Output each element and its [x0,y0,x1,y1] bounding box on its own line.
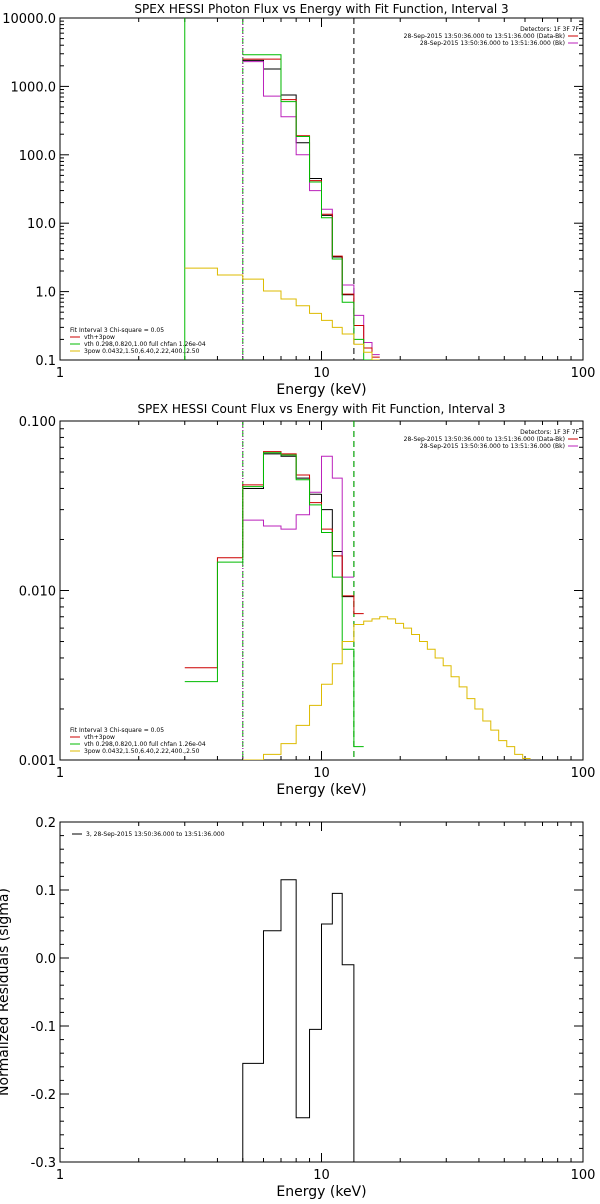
x-tick-label: 100 [571,366,596,381]
y-tick-label: 10.0 [27,217,56,232]
series-power-law [242,616,531,760]
series-line [184,452,364,748]
chart-title: SPEX HESSI Photon Flux vs Energy with Fi… [134,2,508,16]
legend-text: 28-Sep-2015 13:50:36.000 to 13:51:36.000… [420,443,565,450]
series-line [242,58,380,358]
y-tick-label: 0.1 [35,884,56,899]
y-axis: -0.3 -0.2 -0.1 0.0 0.1 0.2 Normalized Residual… [0,816,583,1171]
x-axis-label: Energy (keV) [276,782,366,798]
plot-area [184,421,531,760]
plot-area [242,879,355,1162]
series-thermal [242,54,373,360]
series-line [242,879,355,1162]
series-residuals [242,879,355,1162]
x-tick-label: 10 [313,1168,330,1183]
y-tick-label: 0.001 [19,754,56,769]
chart-title: SPEX HESSI Count Flux vs Energy with Fit… [137,402,505,416]
x-axis: 1 10 100 Energy (keV) [56,18,596,398]
series-line [242,59,354,296]
x-tick-label: 100 [571,1168,596,1183]
x-tick-label: 1 [56,366,64,381]
series-line [184,267,380,360]
y-axis: 0.1 1.0 10.0 100.0 1000.0 10000.0 [2,12,583,369]
series-data [242,59,354,296]
y-tick-label: 10000.0 [2,12,56,27]
y-tick-label: -0.2 [31,1088,56,1103]
legend-text: vth+3pow [84,734,115,741]
series-fit-total [242,58,380,358]
y-axis: 0.001 0.010 0.100 [19,415,583,769]
legend-text: 28-Sep-2015 13:50:36.000 to 13:51:36.000… [404,33,565,40]
legend-header: Detectors: 1F 3F 7F [520,429,579,436]
series-line [242,455,354,578]
y-tick-label: 1.0 [35,286,56,301]
series-power-law [184,267,380,360]
y-tick-label: 0.100 [19,415,56,430]
legend-text: 28-Sep-2015 13:50:36.000 to 13:51:36.000… [420,40,565,47]
fit-legend-header: Fit Interval 3 Chi-square = 0.05 [70,727,164,734]
legend-text: 3pow 0.0432,1.50,6.40,2.22,400.,2.50 [84,348,200,355]
x-tick-label: 100 [571,766,596,781]
legend-text: 3pow 0.0432,1.50,6.40,2.22,400.,2.50 [84,748,200,755]
y-tick-label: 0.1 [35,354,56,369]
x-tick-label: 1 [56,766,64,781]
legend-text: vth 0.298,0.820,1.00 full chfan 1.26e-04 [84,741,206,748]
top-legend: 3, 28-Sep-2015 13:50:36.000 to 13:51:36.… [72,831,225,838]
x-axis: 1 10 100 Energy (keV) [56,421,596,798]
series-thermal [184,452,364,748]
x-tick-label: 1 [56,1168,64,1183]
y-tick-label: 100.0 [19,149,56,164]
series-line [184,451,364,669]
series-line [242,61,380,356]
panel-1: SPEX HESSI Photon Flux vs Energy with Fi… [2,2,595,398]
fit-legend: Fit Interval 3 Chi-square = 0.05vth+3pow… [70,327,206,355]
legend-text: vth+3pow [84,334,115,341]
series-background [242,61,380,356]
x-axis: 1 10 100 Energy (keV) [56,822,596,1200]
fit-legend: Fit Interval 3 Chi-square = 0.05vth+3pow… [70,727,206,755]
x-axis-label: Energy (keV) [276,382,366,398]
x-axis-label: Energy (keV) [276,1184,366,1200]
y-tick-label: 0.0 [35,952,56,967]
series-background [242,455,354,578]
y-tick-label: -0.3 [31,1156,56,1171]
panel-3: 1 10 100 Energy (keV) -0.3 -0.2 -0.1 0.0 0.1 0.2 N… [0,816,595,1200]
y-tick-label: -0.1 [31,1020,56,1035]
series-line [242,54,373,360]
legend-header: Detectors: 1F 3F 7F [520,26,579,33]
y-tick-label: 1000.0 [11,80,57,95]
series-fit-total [184,451,364,669]
y-tick-label: 0.2 [35,816,56,831]
legend-text: 28-Sep-2015 13:50:36.000 to 13:51:36.000… [404,436,565,443]
y-tick-label: 0.010 [19,585,56,600]
x-tick-label: 10 [313,766,330,781]
y-axis-label: Normalized Residuals (sigma) [0,888,12,1096]
legend-text: 3, 28-Sep-2015 13:50:36.000 to 13:51:36.… [86,831,225,838]
series-line [242,616,531,760]
plot-area [184,18,380,360]
legend-text: vth 0.298,0.820,1.00 full chfan 1.26e-04 [84,341,206,348]
x-tick-label: 10 [313,366,330,381]
panel-2: SPEX HESSI Count Flux vs Energy with Fit… [19,402,596,798]
fit-legend-header: Fit Interval 3 Chi-square = 0.05 [70,327,164,334]
